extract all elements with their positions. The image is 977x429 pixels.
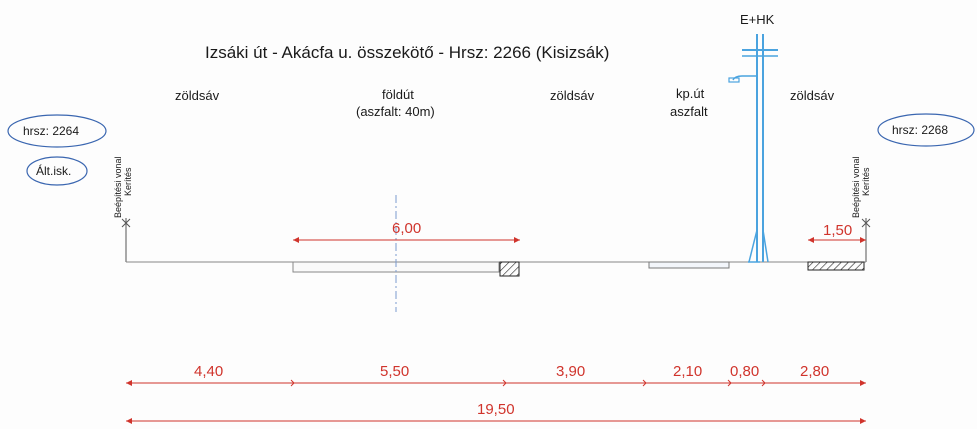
pole-label: E+HK [740, 12, 775, 27]
utility-pole [728, 34, 778, 263]
boundary-right-x [861, 218, 871, 228]
strip-label-foldut-note: (aszfalt: 40m) [356, 104, 435, 119]
boundary-left-x [121, 218, 131, 228]
segment-dim-1: 4,40 [194, 363, 223, 380]
boundary-left-line2: Kerítés [123, 167, 133, 196]
strip-label-zoldsav-right: zöldsáv [790, 88, 835, 103]
strip-label-aszfalt: aszfalt [670, 104, 708, 119]
segment-dim-6: 2,80 [800, 363, 829, 380]
segment-dim-5: 0,80 [730, 363, 759, 380]
sidewalk [648, 261, 730, 269]
strip-label-zoldsav-left: zöldsáv [175, 88, 220, 103]
segment-dim-4: 2,10 [673, 363, 702, 380]
parcel-left-ellipse [7, 114, 107, 148]
parcel-right-label: hrsz: 2268 [892, 123, 948, 137]
parcel-school-label: Ált.isk. [36, 163, 71, 178]
upper-dimension-right-value: 1,50 [823, 222, 852, 239]
segment-dimension-line [126, 379, 866, 387]
segment-dim-2: 5,50 [380, 363, 409, 380]
boundary-right-line2: Kerítés [861, 167, 871, 196]
total-dimension-value: 19,50 [477, 401, 515, 418]
parcel-left-label: hrsz: 2264 [23, 124, 79, 138]
strip-label-foldut: földút [382, 87, 414, 102]
boundary-right-line1: Beépítési vonal [851, 156, 861, 218]
boundary-left-line1: Beépítési vonal [113, 156, 123, 218]
upper-dimension-right [808, 237, 866, 243]
strip-label-kput: kp.út [676, 86, 705, 101]
upper-dimension-road-value: 6,00 [392, 220, 421, 237]
parcel-right-ellipse [877, 113, 975, 147]
segment-dim-3: 3,90 [556, 363, 585, 380]
parcel-school-ellipse [26, 156, 88, 186]
hatched-block-middle [499, 261, 520, 277]
strip-label-zoldsav-mid: zöldsáv [550, 88, 595, 103]
total-dimension-line [126, 418, 866, 424]
hatched-block-right [807, 261, 865, 271]
upper-dimension-road [293, 237, 520, 243]
drawing-title: Izsáki út - Akácfa u. összekötő - Hrsz: … [205, 43, 609, 62]
